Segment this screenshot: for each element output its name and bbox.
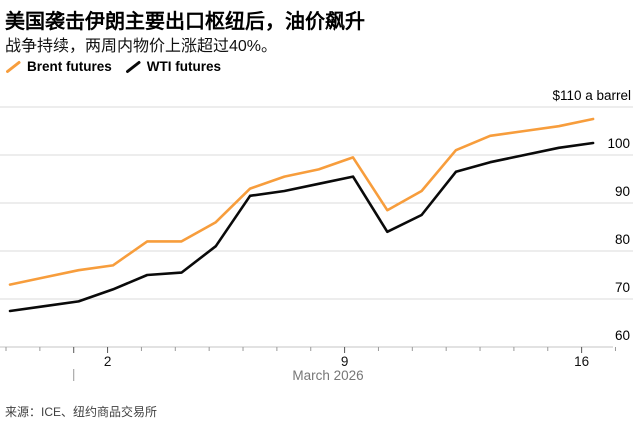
wti-series-line	[8, 141, 595, 313]
brent-series-line	[8, 117, 595, 286]
source-note: 来源：ICE、纽约商品交易所	[5, 405, 158, 419]
x-axis: 2 9 16 March 2026	[0, 346, 616, 383]
legend-label-brent: Brent futures	[27, 59, 112, 74]
chart-title: 美国袭击伊朗主要出口枢纽后，油价飙升	[5, 11, 365, 33]
legend-label-wti: WTI futures	[146, 59, 222, 74]
x-axis-title: March 2026	[292, 368, 363, 383]
wti-line-swatch-icon	[125, 60, 141, 73]
y-tick-label: 70	[615, 280, 630, 295]
y-tick-label: 100	[607, 136, 630, 151]
y-tick-label: 60	[615, 328, 630, 343]
y-tick-label: 90	[615, 184, 630, 199]
brent-line-swatch-icon	[6, 60, 21, 73]
y-axis-labels: 60 70 80 90 100 $110 a barrel	[552, 88, 631, 343]
legend-item-brent: Brent futures	[6, 59, 112, 74]
y-tick-label: 80	[615, 232, 630, 247]
legend-item-wti: WTI futures	[125, 59, 222, 74]
x-tick-label: 2	[104, 354, 112, 369]
gridlines	[0, 106, 633, 300]
x-tick-label: 9	[341, 354, 349, 369]
chart-subtitle: 战争持续，两周内物价上涨超过40%。	[5, 38, 278, 55]
x-tick-label: 16	[574, 354, 589, 369]
legend: Brent futures WTI futures	[6, 59, 221, 74]
y-axis-top-label: $110 a barrel	[552, 88, 631, 103]
